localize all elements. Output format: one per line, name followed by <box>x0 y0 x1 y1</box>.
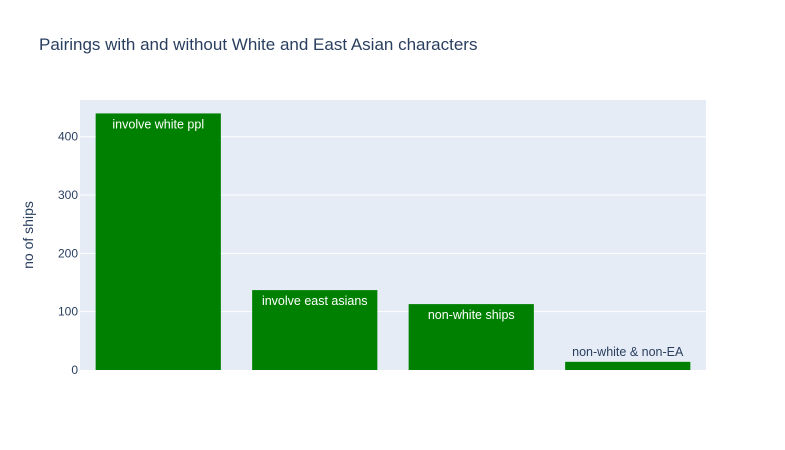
bar-label-0: involve white ppl <box>112 117 204 131</box>
y-tick-label: 100 <box>58 305 78 319</box>
bar-label-1: involve east asians <box>262 294 368 308</box>
y-axis-title: no of ships <box>20 201 36 269</box>
bar-2 <box>408 304 534 370</box>
y-tick-label: 400 <box>58 130 78 144</box>
bar-label-2: non-white ships <box>428 308 515 322</box>
bar-label-3: non-white & non-EA <box>572 345 684 359</box>
y-axis-ticks: 0 100 200 300 400 <box>58 130 78 377</box>
y-tick-label: 200 <box>58 246 78 260</box>
bar-3 <box>565 361 691 370</box>
bar-1 <box>252 290 378 370</box>
bar-0 <box>95 113 221 370</box>
bars <box>95 113 691 370</box>
y-tick-label: 0 <box>71 363 78 377</box>
y-tick-label: 300 <box>58 188 78 202</box>
chart-title: Pairings with and without White and East… <box>39 35 477 54</box>
bar-labels: involve white ppl involve east asians non-… <box>112 117 684 358</box>
